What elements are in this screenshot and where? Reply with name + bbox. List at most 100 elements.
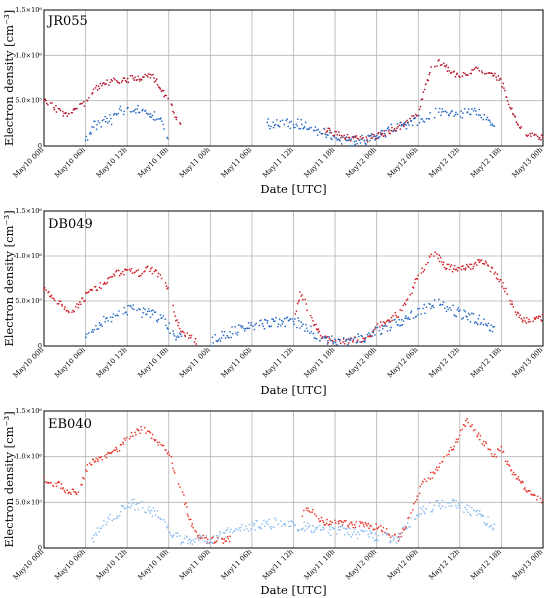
data-point xyxy=(109,513,112,516)
data-point xyxy=(95,128,98,131)
data-point xyxy=(529,489,531,492)
data-point xyxy=(239,529,242,532)
data-point xyxy=(181,491,184,493)
data-point xyxy=(109,316,112,319)
data-point xyxy=(472,312,475,315)
data-point xyxy=(508,465,511,467)
data-point xyxy=(226,535,229,538)
data-point xyxy=(352,531,355,533)
data-point xyxy=(348,138,351,141)
data-point xyxy=(334,519,336,522)
data-point xyxy=(145,74,148,77)
data-point xyxy=(132,502,135,505)
data-point xyxy=(45,102,48,105)
data-point xyxy=(393,128,396,130)
x-tick-label: May11 18h xyxy=(303,547,337,581)
data-point xyxy=(194,529,196,532)
data-point xyxy=(455,438,458,441)
data-point xyxy=(341,521,343,523)
y-axis-label: Electron density [cm⁻³] xyxy=(2,411,16,547)
data-point xyxy=(97,460,99,463)
data-point xyxy=(183,537,186,540)
data-point xyxy=(51,102,53,104)
data-point xyxy=(384,324,386,327)
data-point xyxy=(320,529,323,531)
data-point xyxy=(333,527,335,530)
data-point xyxy=(137,508,140,511)
data-point xyxy=(365,143,367,146)
data-point xyxy=(284,524,287,527)
data-point xyxy=(106,121,109,124)
data-point xyxy=(262,325,265,328)
data-point xyxy=(48,290,50,293)
data-point xyxy=(341,524,344,526)
data-point xyxy=(337,522,340,525)
data-point xyxy=(453,115,456,117)
data-point xyxy=(306,309,308,312)
data-point xyxy=(109,81,112,84)
data-point xyxy=(63,490,66,492)
data-point xyxy=(167,97,169,100)
data-point xyxy=(192,526,195,529)
data-point xyxy=(141,506,144,509)
data-point xyxy=(517,476,520,478)
data-point xyxy=(451,109,453,112)
data-point xyxy=(95,324,97,327)
data-point xyxy=(164,318,167,320)
x-tick-label: May10 06h xyxy=(53,547,87,581)
data-point xyxy=(438,254,441,257)
data-point xyxy=(312,320,314,322)
data-point xyxy=(351,145,354,147)
data-point xyxy=(491,123,494,125)
data-point xyxy=(441,303,444,306)
data-point xyxy=(464,419,467,422)
data-point xyxy=(301,123,303,126)
data-point xyxy=(373,539,376,542)
data-point xyxy=(372,329,375,332)
data-point xyxy=(476,509,479,512)
data-point xyxy=(318,330,321,333)
data-point xyxy=(429,111,431,114)
data-point xyxy=(380,324,383,327)
data-point xyxy=(149,510,151,512)
data-point xyxy=(358,335,360,338)
data-point xyxy=(176,319,179,321)
data-point xyxy=(194,337,197,340)
data-point xyxy=(422,505,425,508)
data-point xyxy=(162,444,165,447)
data-point xyxy=(194,537,197,540)
data-point xyxy=(267,523,270,526)
data-point xyxy=(478,69,481,72)
data-point xyxy=(139,308,141,311)
data-point xyxy=(497,75,500,77)
data-point xyxy=(452,268,455,270)
data-point xyxy=(333,136,335,138)
y-tick-label: 1.0×10⁶ xyxy=(15,252,42,260)
data-point xyxy=(525,489,527,492)
data-point xyxy=(188,538,191,540)
data-point xyxy=(375,537,378,540)
data-point xyxy=(310,531,313,534)
data-point xyxy=(167,524,170,526)
data-point xyxy=(343,134,345,137)
data-point xyxy=(485,442,487,445)
data-point xyxy=(410,311,412,314)
data-point xyxy=(148,506,150,508)
data-point xyxy=(123,437,126,440)
data-point xyxy=(322,521,325,524)
data-point xyxy=(219,340,222,342)
data-point xyxy=(489,329,492,332)
x-tick-label: May10 06h xyxy=(53,345,87,379)
data-point xyxy=(350,521,353,524)
data-point xyxy=(362,337,364,340)
data-point xyxy=(337,526,340,529)
data-point xyxy=(98,286,101,289)
data-point xyxy=(157,516,160,518)
data-point xyxy=(179,486,181,488)
data-point xyxy=(502,450,505,453)
x-tick-label: May10 00h xyxy=(12,547,46,581)
data-point xyxy=(381,132,384,135)
data-point xyxy=(439,256,442,259)
data-point xyxy=(153,77,155,79)
data-point xyxy=(144,73,146,76)
